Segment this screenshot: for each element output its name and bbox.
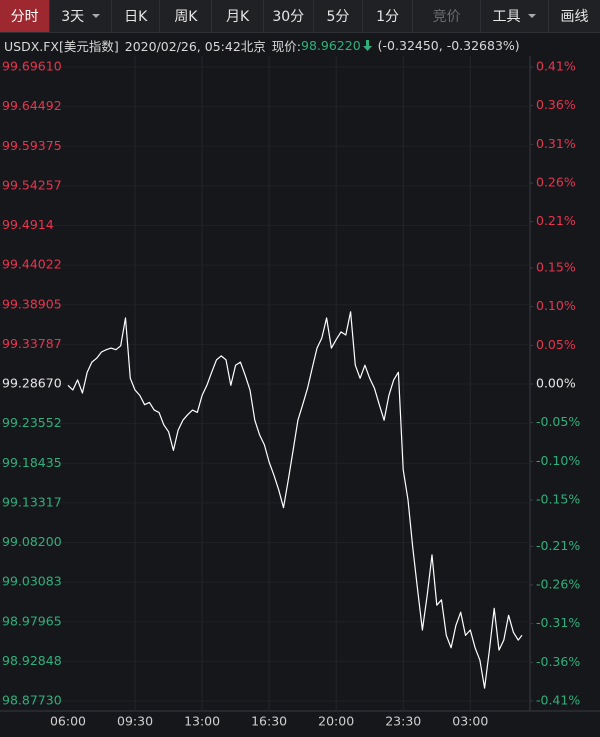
y2-tick-label: -0.15% (536, 491, 580, 506)
y-tick-label: 99.44022 (2, 257, 62, 272)
y2-tick-label: -0.21% (536, 538, 580, 553)
y2-tick-label: -0.10% (536, 453, 580, 468)
quote-info: USDX.FX[美元指数] 2020/02/26, 05:42北京 现价: 98… (4, 36, 526, 54)
y-tick-label: 99.28670 (2, 376, 62, 391)
y-tick-label: 98.97965 (2, 613, 62, 628)
y-tick-label: 98.92848 (2, 653, 62, 668)
tab[interactable]: 5分 (314, 0, 363, 32)
y2-tick-label: -0.05% (536, 414, 580, 429)
y-tick-label: 99.23552 (2, 415, 62, 430)
y2-tick-label: -0.26% (536, 577, 580, 592)
tab[interactable]: 工具 (481, 0, 549, 32)
y-tick-label: 99.33787 (2, 336, 62, 351)
y2-tick-label: 0.26% (536, 174, 576, 189)
x-tick-label: 03:00 (452, 714, 488, 729)
symbol: USDX.FX[美元指数] (4, 38, 119, 54)
y2-tick-label: -0.31% (536, 615, 580, 630)
price-change: (-0.32450, -0.32683%) (377, 37, 520, 53)
y2-tick-label: 0.36% (536, 97, 576, 112)
x-tick-label: 06:00 (50, 714, 86, 729)
price: 98.96220 (301, 37, 361, 53)
down-arrow (362, 39, 372, 51)
x-tick-label: 16:30 (251, 714, 287, 729)
tab[interactable]: 1分 (363, 0, 414, 32)
tab[interactable]: 分时 (0, 0, 51, 32)
y2-tick-label: 0.31% (536, 136, 576, 151)
y-tick-label: 99.13317 (2, 494, 62, 509)
x-tick-label: 23:30 (385, 714, 421, 729)
dropdown-caret (528, 14, 537, 18)
y-tick-label: 99.59375 (2, 138, 62, 153)
dropdown-caret (92, 14, 101, 18)
y2-tick-label: 0.05% (536, 337, 576, 352)
tab[interactable]: 画线 (560, 9, 589, 25)
toolbar: 分时 3天 日K 周K 月K 30分 5分 1分 竞价 工具 画线 (0, 0, 600, 33)
x-tick-label: 13:00 (184, 714, 220, 729)
y-tick-label: 99.18435 (2, 455, 62, 470)
y2-tick-label: 0.15% (536, 260, 576, 275)
y-tick-label: 99.03083 (2, 574, 62, 589)
tab[interactable]: 3天 (50, 0, 113, 32)
tab[interactable]: 竞价 (413, 0, 482, 32)
y-tick-label: 99.54257 (2, 177, 62, 192)
y2-tick-label: 0.10% (536, 298, 576, 313)
tab-label: 3天 (61, 9, 85, 25)
tab[interactable]: 月K (212, 0, 264, 32)
y2-tick-label: -0.36% (536, 654, 580, 669)
y2-tick-label: 0.00% (536, 376, 576, 391)
y2-tick-label: 0.21% (536, 213, 576, 228)
y-tick-label: 99.08200 (2, 534, 62, 549)
y-tick-label: 99.4914 (2, 217, 54, 232)
y-tick-label: 99.64492 (2, 98, 62, 113)
y-tick-label: 98.87730 (2, 693, 62, 708)
price-label: 现价: (271, 38, 302, 54)
datetime: 2020/02/26, 05:42北京 (124, 38, 266, 54)
x-tick-label: 09:30 (117, 714, 153, 729)
y2-tick-label: 0.41% (536, 59, 576, 74)
y-tick-label: 99.69610 (2, 59, 62, 74)
tab[interactable]: 30分 (264, 0, 314, 32)
tab-label: 工具 (492, 9, 521, 25)
price-line (67, 311, 523, 689)
tab[interactable]: 周K (160, 0, 213, 32)
y2-tick-label: -0.41% (536, 693, 580, 708)
tab[interactable]: 日K (112, 0, 161, 32)
y-tick-label: 99.38905 (2, 296, 62, 311)
x-tick-label: 20:00 (318, 714, 354, 729)
